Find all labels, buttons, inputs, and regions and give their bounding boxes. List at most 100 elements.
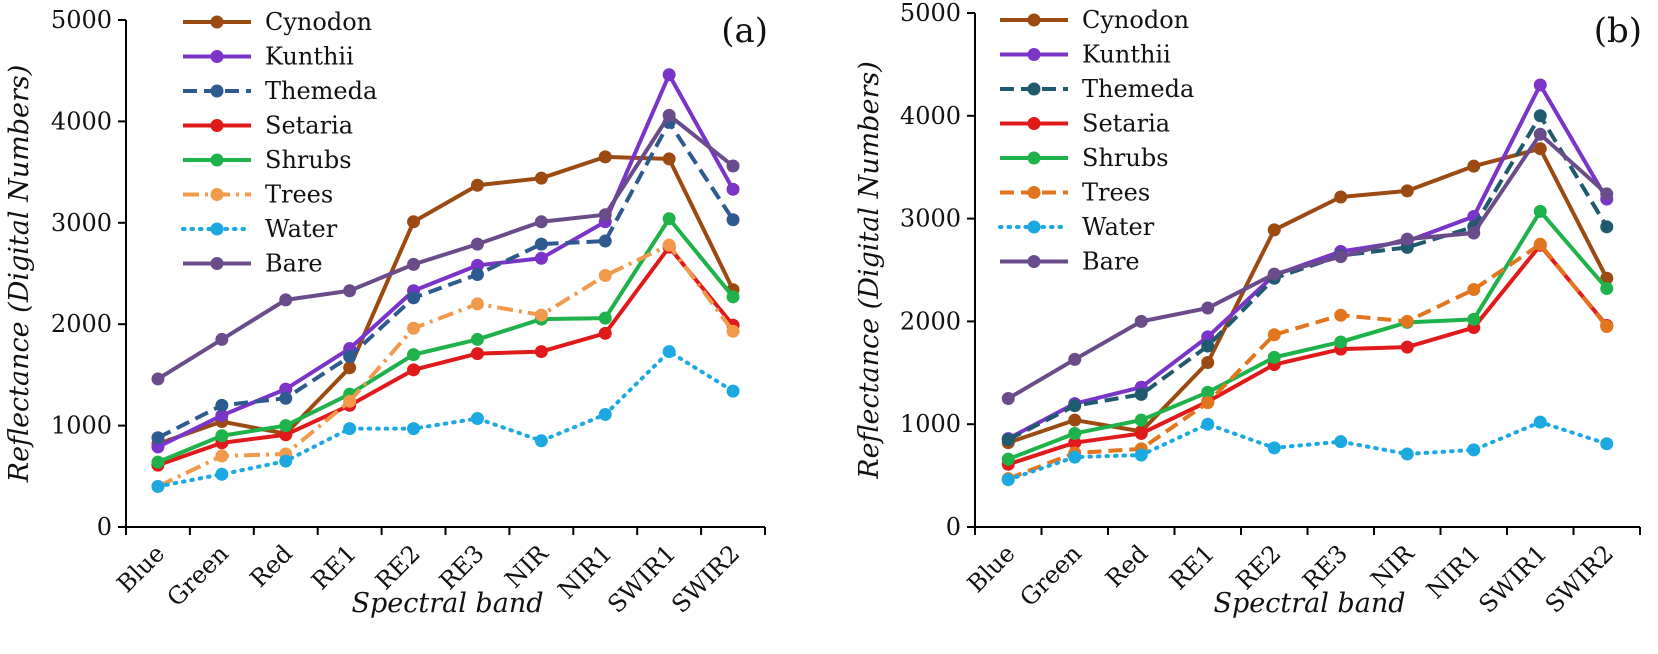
data-point <box>215 429 229 443</box>
data-point <box>407 422 421 436</box>
legend-label: Themeda <box>265 77 377 105</box>
y-tick-label: 0 <box>946 513 961 541</box>
data-point <box>1334 335 1348 349</box>
data-point <box>407 363 421 377</box>
data-point <box>215 398 229 412</box>
series-line <box>1006 420 1609 482</box>
x-tick-label: Blue <box>962 539 1021 598</box>
legend-label: Bare <box>265 250 323 278</box>
data-point <box>1134 314 1148 328</box>
x-tick-label: Red <box>245 539 298 592</box>
legend-label: Kunthii <box>265 43 354 71</box>
legend: Cynodon Kunthii Themeda Setaria Shrubs Trees W… <box>181 8 377 278</box>
data-point <box>662 68 676 82</box>
series-line <box>157 243 735 489</box>
series-water <box>151 345 740 493</box>
x-tick-label: SWIR1 <box>602 539 681 618</box>
data-point <box>343 350 357 364</box>
data-point <box>662 238 676 252</box>
x-tick-label: Red <box>1100 539 1153 592</box>
data-point <box>279 293 293 307</box>
y-tick-label: 3000 <box>900 205 961 233</box>
y-tick-label: 1000 <box>51 412 112 440</box>
data-point <box>1467 226 1481 240</box>
data-point <box>407 348 421 362</box>
series-line <box>155 349 736 489</box>
series-bare <box>1001 127 1614 405</box>
data-point <box>1068 413 1082 427</box>
legend-swatch-marker <box>210 119 224 132</box>
data-point <box>1467 443 1481 457</box>
data-point <box>470 332 484 346</box>
legend-label: Shrubs <box>1082 144 1169 172</box>
legend-label: Water <box>1082 213 1155 241</box>
data-point <box>1400 184 1414 198</box>
data-point <box>1201 417 1215 431</box>
data-point <box>279 454 293 468</box>
data-point <box>1267 350 1281 364</box>
data-point <box>1400 447 1414 461</box>
legend-swatch-marker <box>1027 82 1041 96</box>
y-tick-label: 4000 <box>51 107 112 135</box>
legend: Cynodon Kunthii Themeda Setaria Shrubs Trees W… <box>998 6 1194 276</box>
y-tick-label: 2000 <box>51 310 112 338</box>
legend-swatch-marker <box>1027 186 1041 199</box>
data-point <box>598 208 612 222</box>
legend-swatch-marker <box>210 188 224 201</box>
data-point <box>726 324 740 338</box>
data-point <box>151 431 165 445</box>
data-point <box>726 384 740 398</box>
series-line <box>1007 242 1609 481</box>
x-axis-title: Spectral band <box>351 588 543 619</box>
data-point <box>470 237 484 251</box>
data-point <box>534 308 548 322</box>
panel-label: (b) <box>1594 11 1642 51</box>
series-line <box>156 113 735 381</box>
series-water <box>1001 415 1614 487</box>
series-line <box>1007 132 1609 401</box>
data-point <box>1201 385 1215 399</box>
data-point <box>662 345 676 359</box>
data-point <box>662 108 676 122</box>
data-point <box>1068 426 1082 440</box>
legend-swatch-marker <box>1027 220 1041 234</box>
series-trees <box>1001 237 1614 486</box>
data-point <box>279 391 293 405</box>
series-line <box>157 72 735 449</box>
data-point <box>1533 109 1547 123</box>
x-tick-label: RE1 <box>306 539 362 595</box>
data-point <box>1600 271 1614 285</box>
data-point <box>1400 314 1414 328</box>
series-cynodon <box>151 150 740 451</box>
data-point <box>1068 450 1082 464</box>
data-point <box>151 455 165 469</box>
data-point <box>726 290 740 304</box>
legend-label: Setaria <box>265 112 353 140</box>
data-point <box>1600 320 1614 334</box>
data-point <box>1201 396 1215 410</box>
data-point <box>534 434 548 448</box>
data-point <box>1533 142 1547 156</box>
data-point <box>470 347 484 361</box>
data-point <box>1400 340 1414 354</box>
legend-swatch-marker <box>1027 13 1041 27</box>
data-point <box>1533 237 1547 251</box>
legend-swatch-marker <box>210 50 224 63</box>
y-tick-label: 5000 <box>51 6 112 34</box>
data-point <box>598 407 612 421</box>
data-point <box>279 428 293 442</box>
legend-swatch-marker <box>1027 48 1041 61</box>
data-point <box>1400 232 1414 246</box>
x-tick-label: RE3 <box>1297 539 1353 595</box>
y-tick-label: 2000 <box>900 307 961 335</box>
series-line <box>1007 113 1609 442</box>
data-point <box>1001 452 1015 466</box>
data-point <box>1533 204 1547 218</box>
legend-swatch-marker <box>210 222 224 236</box>
legend-swatch-marker <box>210 257 224 270</box>
legend-swatch-marker <box>210 15 224 29</box>
y-axis-title: Reflectance (Digital Numbers) <box>4 65 35 484</box>
data-point <box>343 284 357 298</box>
